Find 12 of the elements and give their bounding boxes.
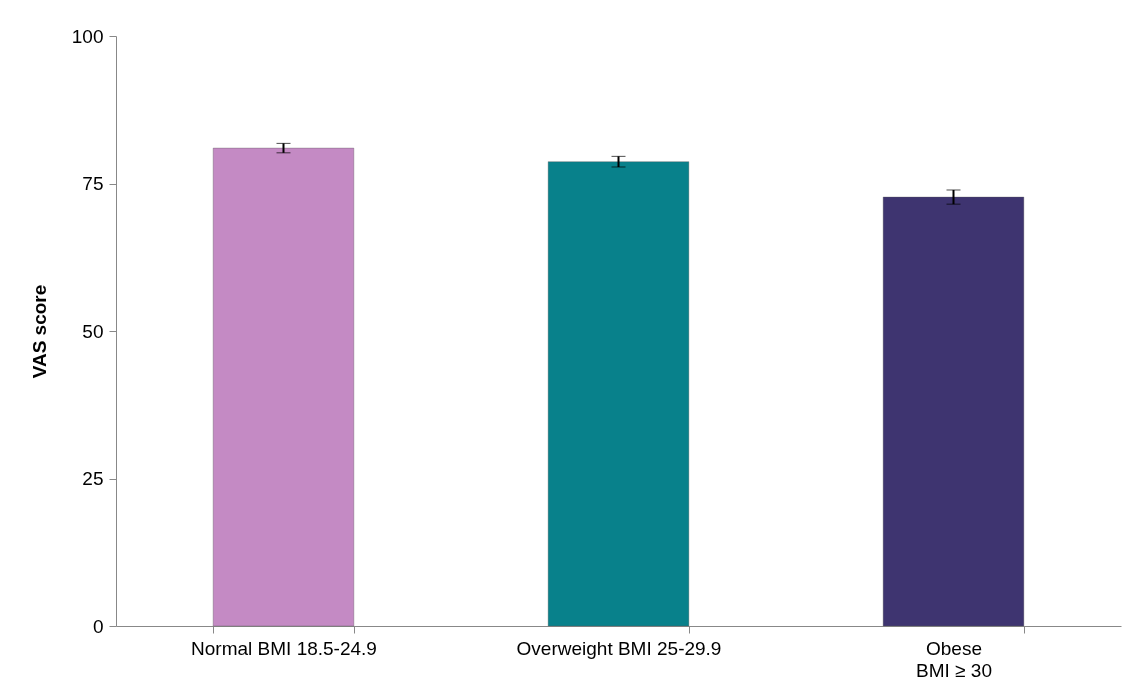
y-tick-label: 75 [82,173,104,194]
bar [212,147,355,627]
bar [547,161,690,627]
y-tick-label: 25 [82,468,104,489]
y-axis-title: VAS score [28,284,50,379]
x-tick-label: Overweight BMI 25-29.9 [516,637,722,659]
y-tick-label: 0 [92,615,104,637]
y-tick-label: 100 [71,25,104,47]
y-tick-label: 50 [82,320,104,342]
x-tick-label: Obese BMI ≥ 30 [916,637,992,681]
bar [882,196,1025,627]
x-tick-label: Normal BMI 18.5-24.9 [191,637,377,659]
